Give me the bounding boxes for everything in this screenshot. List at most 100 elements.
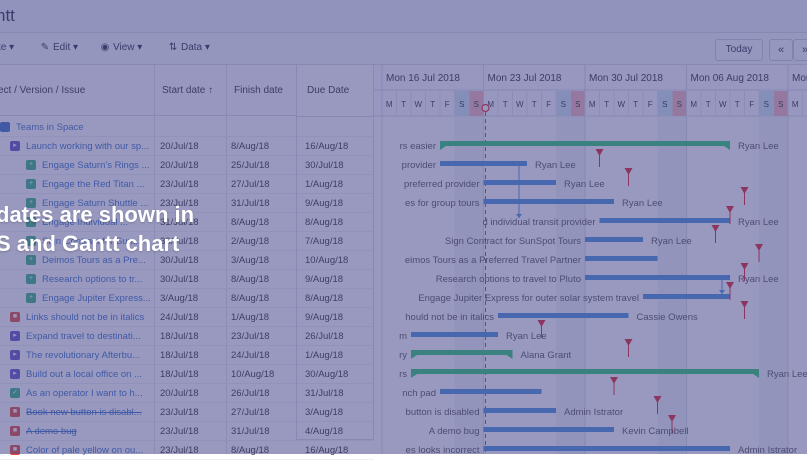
issue-type-icon: ▸ [10, 141, 20, 151]
finish-date-cell[interactable]: 10/Aug/18 [231, 369, 275, 380]
start-date-cell[interactable]: 24/Jul/18 [160, 312, 199, 323]
finish-date-cell[interactable]: 8/Aug/18 [231, 445, 270, 456]
start-date-cell[interactable]: 23/Jul/18 [160, 407, 199, 418]
due-date-cell[interactable]: 30/Aug/18 [297, 365, 373, 384]
issue-name[interactable]: Research options to tr... [42, 274, 143, 285]
deadline-flag [595, 149, 604, 156]
due-date-cell[interactable]: 1/Aug/18 [297, 346, 373, 365]
issue-name[interactable]: The revolutionary Afterbu... [26, 350, 141, 361]
start-date-cell[interactable]: 3/Aug/18 [160, 293, 199, 304]
start-date-cell[interactable]: 18/Jul/18 [160, 369, 199, 380]
finish-date-cell[interactable]: 8/Aug/18 [231, 274, 270, 285]
next-button[interactable]: » [793, 39, 807, 61]
start-date-cell[interactable]: 30/Jul/18 [160, 236, 199, 247]
issue-name[interactable]: Deimos Tours as a Pre... [42, 255, 146, 266]
issue-name[interactable]: Engage the Red Titan ... [42, 179, 145, 190]
start-date-cell[interactable]: 18/Jul/18 [160, 350, 199, 361]
bar-label: ry [399, 350, 407, 361]
start-date-cell[interactable]: 18/Jul/18 [160, 331, 199, 342]
issue-type-icon [0, 122, 10, 132]
start-date-cell[interactable]: 30/Jul/18 [160, 255, 199, 266]
due-date-cell[interactable]: 1/Aug/18 [297, 175, 373, 194]
due-date-cell[interactable]: 3/Aug/18 [297, 403, 373, 422]
finish-date-cell[interactable]: 8/Aug/18 [231, 293, 270, 304]
issue-name[interactable]: Expand travel to destinati... [26, 331, 141, 342]
due-date-text: 31/Jul/18 [305, 388, 344, 399]
deadline-flag [740, 263, 749, 270]
due-date-text: 9/Aug/18 [305, 274, 344, 285]
finish-date-cell[interactable]: 26/Jul/18 [231, 388, 270, 399]
due-date-cell[interactable]: 9/Aug/18 [297, 308, 373, 327]
today-button[interactable]: Today [715, 39, 763, 61]
finish-date-cell[interactable]: 2/Aug/18 [231, 236, 270, 247]
issue-type-icon: ■ [10, 426, 20, 436]
issue-name[interactable]: Teams in Space [16, 122, 84, 133]
start-date-cell[interactable]: 30/Jul/18 [160, 274, 199, 285]
due-date-cell[interactable]: 10/Aug/18 [297, 251, 373, 270]
start-date-cell[interactable]: 31/Jul/18 [160, 217, 199, 228]
due-date-cell[interactable]: 9/Aug/18 [297, 194, 373, 213]
finish-date-cell[interactable]: 23/Jul/18 [231, 331, 270, 342]
view-menu[interactable]: ◉ View ▾ [100, 42, 143, 53]
issue-name[interactable]: Book new button is disabl... [26, 407, 142, 418]
issue-name[interactable]: Build out a local office on ... [26, 369, 143, 380]
issue-name[interactable]: Engage Jupiter Express... [42, 293, 150, 304]
start-date-cell[interactable]: 23/Jul/18 [160, 179, 199, 190]
issue-name[interactable]: Engage Saturn Shuttle ... [42, 198, 149, 209]
bar-label: es looks incorrect [406, 445, 480, 454]
finish-date-cell[interactable]: 3/Aug/18 [231, 255, 270, 266]
finish-date-cell[interactable]: 31/Jul/18 [231, 426, 270, 437]
issue-name[interactable]: Sign Contract for Sun... [42, 236, 141, 247]
due-date-cell[interactable]: 16/Aug/18 [297, 441, 373, 460]
due-date-text: 10/Aug/18 [305, 255, 349, 266]
start-date-cell[interactable]: 20/Jul/18 [160, 388, 199, 399]
due-date-cell[interactable]: 4/Aug/18 [297, 422, 373, 441]
due-date-cell[interactable]: 16/Aug/18 [297, 137, 373, 156]
finish-date-cell[interactable]: 24/Jul/18 [231, 350, 270, 361]
data-menu[interactable]: ⇅ Data ▾ [168, 42, 210, 53]
due-date-cell[interactable]: 31/Jul/18 [297, 384, 373, 403]
create-menu[interactable]: te ▾ [0, 42, 15, 53]
finish-date-cell[interactable]: 8/Aug/18 [231, 141, 270, 152]
finish-date-cell[interactable]: 1/Aug/18 [231, 312, 270, 323]
due-date-cell[interactable]: 8/Aug/18 [297, 213, 373, 232]
column-header-finish[interactable]: Finish date [234, 85, 283, 96]
start-date-cell[interactable]: 23/Jul/18 [160, 198, 199, 209]
edit-menu[interactable]: ✎ Edit ▾ [40, 42, 79, 53]
start-date-cell[interactable]: 23/Jul/18 [160, 426, 199, 437]
due-date-cell[interactable]: 26/Jul/18 [297, 327, 373, 346]
bar-assignee: Admin Istrator [564, 407, 623, 418]
finish-date-cell[interactable]: 27/Jul/18 [231, 407, 270, 418]
due-date-cell[interactable]: 8/Aug/18 [297, 289, 373, 308]
bar-assignee: Ryan Lee [738, 141, 779, 152]
finish-date-cell[interactable]: 31/Jul/18 [231, 198, 270, 209]
issue-name[interactable]: A demo bug [26, 426, 77, 437]
due-date-cell[interactable]: 9/Aug/18 [297, 270, 373, 289]
issue-name[interactable]: Links should not be in italics [26, 312, 145, 323]
issue-name[interactable]: Engage Saturn's Rings ... [42, 160, 150, 171]
start-date-cell[interactable]: 23/Jul/18 [160, 445, 199, 456]
due-date-cell[interactable]: 7/Aug/18 [297, 232, 373, 251]
column-header-start[interactable]: Start date ↑ [162, 85, 214, 96]
prev-button[interactable]: « [769, 39, 793, 61]
gantt-chart: MTWTFSSMTWTFSSMTWTFSSMTWTFSSMTMon 16 Jul… [374, 65, 807, 454]
due-date-cell[interactable] [297, 118, 373, 137]
finish-date-cell[interactable]: 8/Aug/18 [231, 217, 270, 228]
day-letter: T [401, 100, 406, 109]
start-date-cell[interactable]: 20/Jul/18 [160, 160, 199, 171]
day-letter: T [735, 100, 740, 109]
column-header-due[interactable]: Due Date [307, 85, 350, 96]
due-date-cell[interactable]: 30/Jul/18 [297, 156, 373, 175]
day-letter: F [546, 100, 551, 109]
issue-name[interactable]: Launch working with our sp... [26, 141, 150, 152]
finish-date-cell[interactable]: 27/Jul/18 [231, 179, 270, 190]
start-date-cell[interactable]: 20/Jul/18 [160, 141, 199, 152]
issue-name[interactable]: Engage Individual ... [42, 217, 129, 228]
column-header-name[interactable]: ect / Version / Issue [0, 85, 86, 96]
bar-assignee: Cassie Owens [637, 312, 698, 323]
bar-label: es for group tours [405, 198, 480, 209]
issue-name[interactable]: As an operator I want to h... [26, 388, 143, 399]
finish-date-cell[interactable]: 25/Jul/18 [231, 160, 270, 171]
issue-name[interactable]: Color of pale yellow on ou... [26, 445, 144, 456]
due-date-text: 1/Aug/18 [305, 350, 344, 361]
